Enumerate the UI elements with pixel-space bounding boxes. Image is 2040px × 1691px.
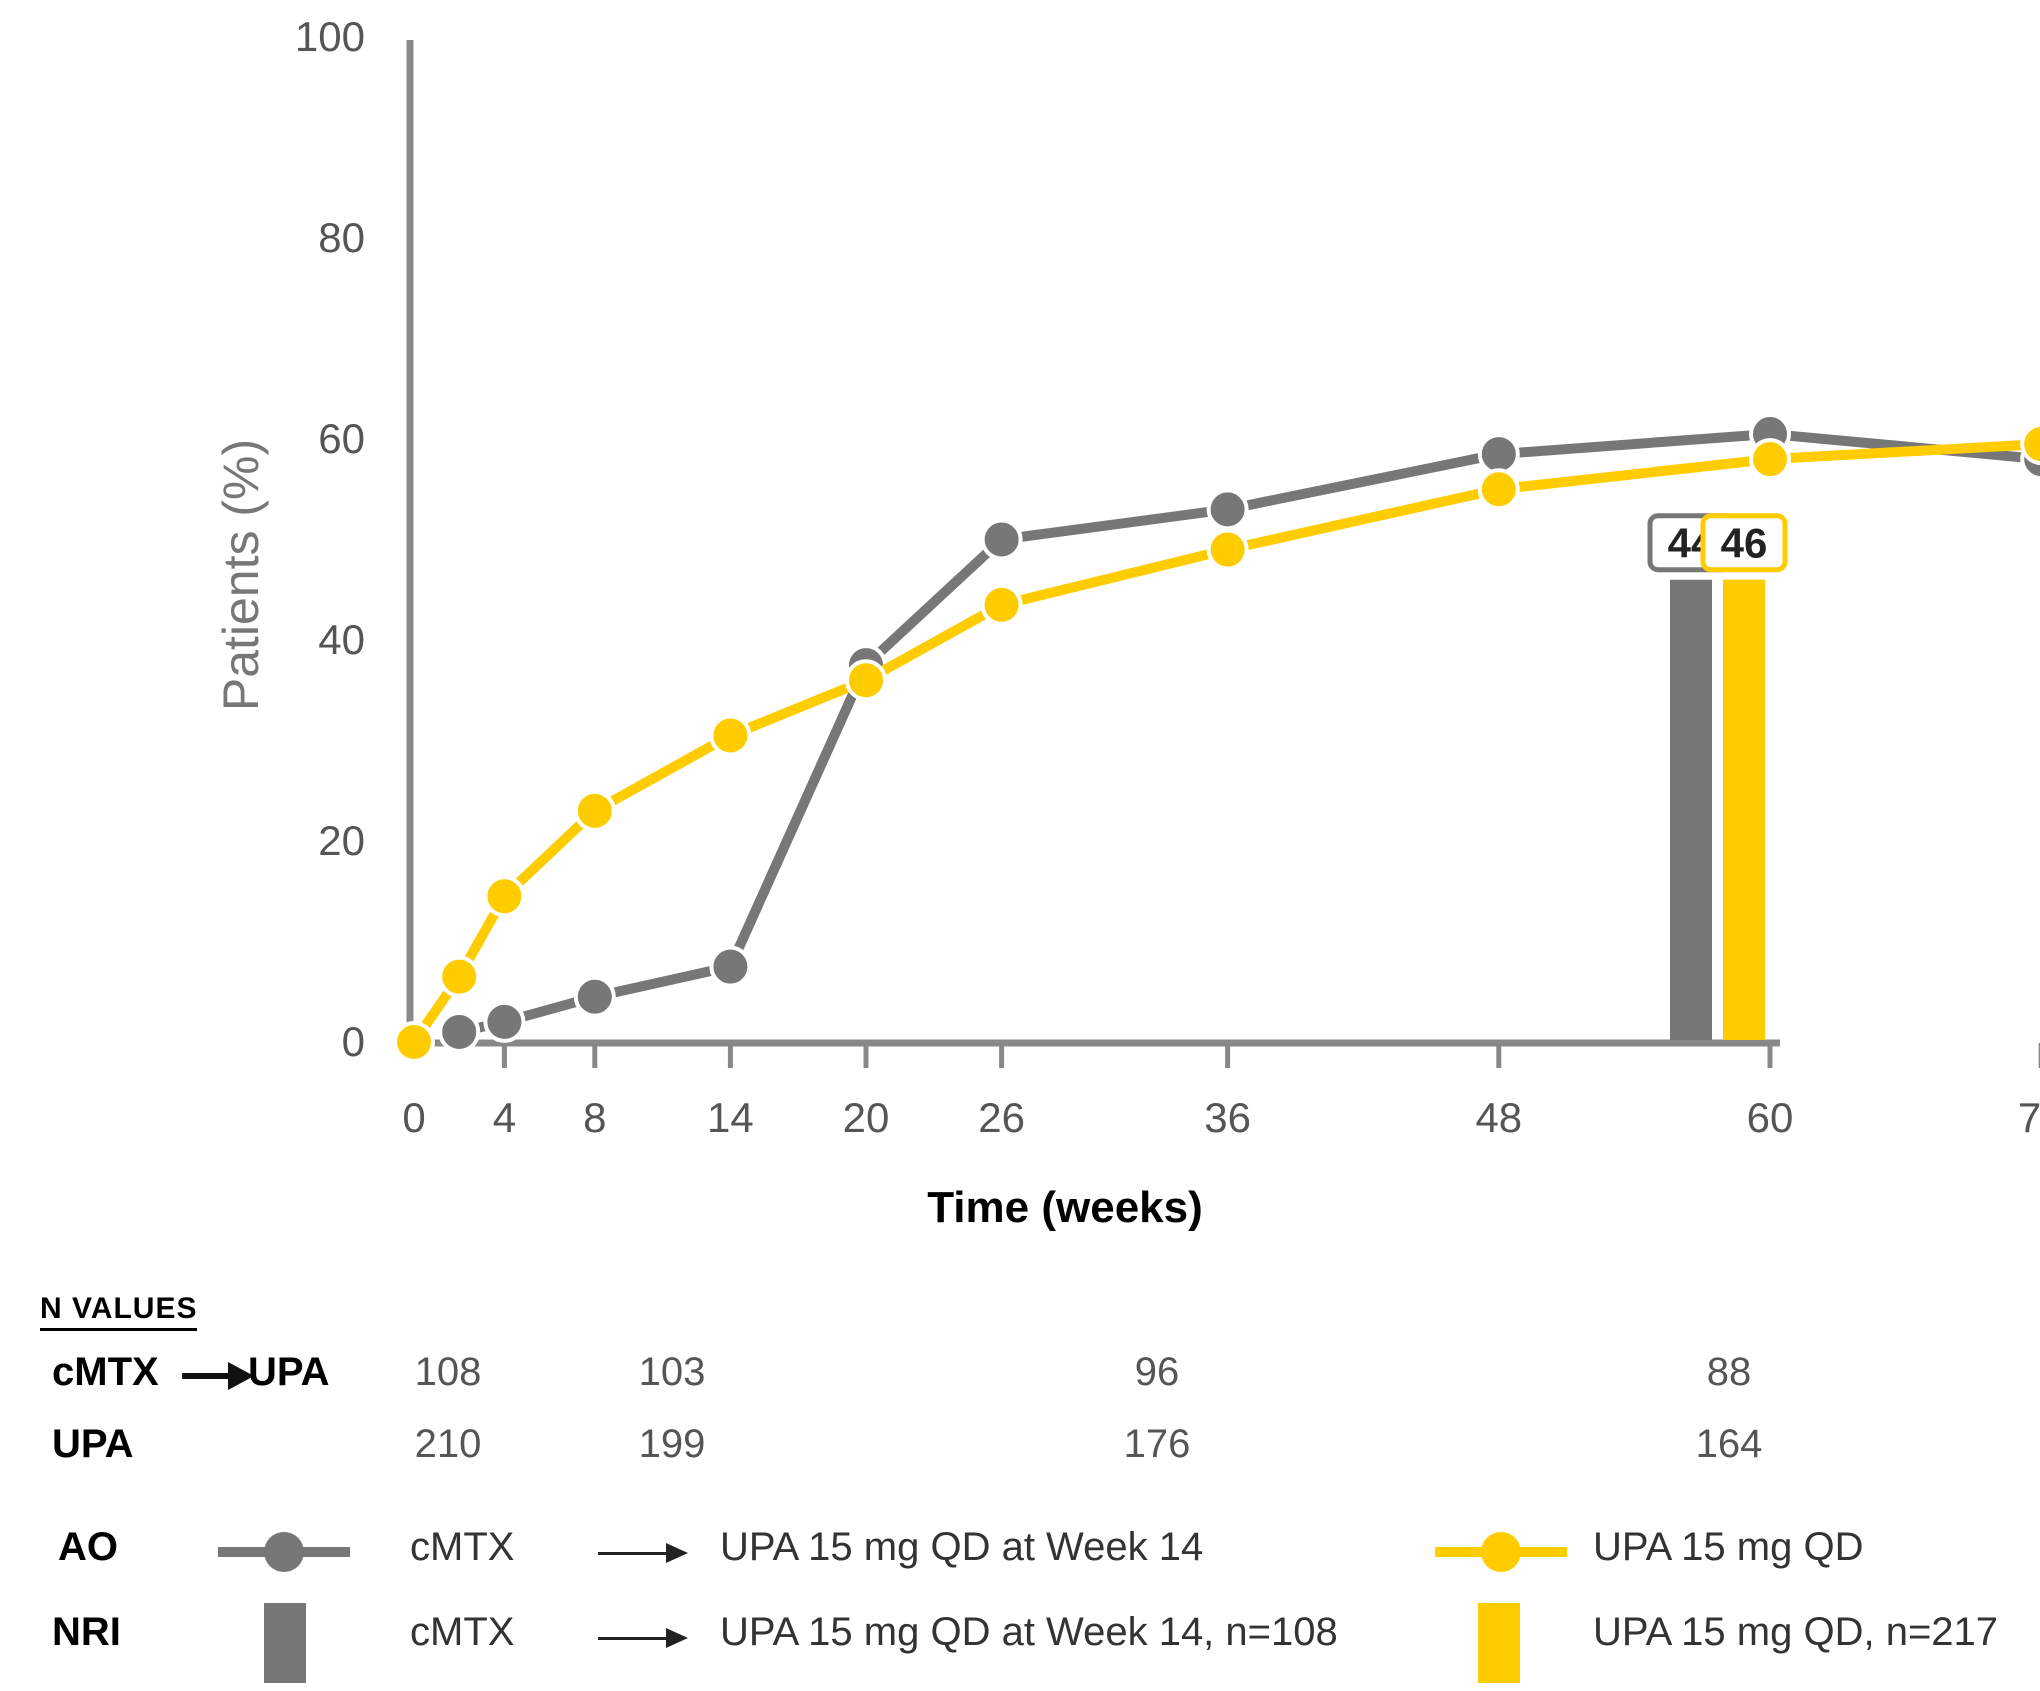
legend-upa-marker-icon — [1481, 1532, 1521, 1572]
n-value: 164 — [1695, 1422, 1763, 1466]
data-point-cmtx — [483, 1000, 526, 1043]
arrow-right-icon — [598, 1541, 688, 1565]
n-value: 88 — [1706, 1350, 1752, 1394]
legend-nri-key: NRI — [52, 1610, 121, 1654]
data-point-upa — [845, 659, 887, 702]
x-tick-label: 26 — [978, 1094, 1025, 1141]
arrow-right-icon — [598, 1626, 688, 1650]
x-tick-label: 14 — [707, 1094, 754, 1141]
legend-ao-key: AO — [58, 1525, 118, 1569]
data-point-upa — [2020, 423, 2040, 465]
n-value: 108 — [414, 1350, 482, 1394]
n-value: 210 — [414, 1422, 482, 1466]
data-point-upa — [573, 789, 616, 832]
nri-bar-upa-label-box — [1700, 513, 1788, 573]
n-values-heading: N VALUES — [40, 1292, 198, 1331]
data-point-upa — [393, 1021, 435, 1063]
y-tick-label: 40 — [318, 616, 365, 663]
data-point-upa — [709, 714, 752, 757]
y-tick-label: 0 — [342, 1018, 365, 1065]
n-row-label-upa-target: UPA — [248, 1350, 330, 1394]
x-tick-label: 60 — [1747, 1094, 1794, 1141]
n-value: 96 — [1134, 1350, 1180, 1394]
nri-bar-cmtx — [1670, 579, 1712, 1040]
data-point-upa — [980, 583, 1023, 626]
y-tick-label: 20 — [318, 817, 365, 864]
legend-cmtx-marker-icon — [264, 1532, 304, 1572]
n-value: 176 — [1123, 1422, 1191, 1466]
data-point-cmtx — [709, 945, 752, 988]
n-value: 199 — [638, 1422, 706, 1466]
data-point-upa — [438, 955, 481, 998]
x-tick-label: 20 — [843, 1094, 890, 1141]
legend-nri-cmtx-label: cMTX — [410, 1610, 515, 1654]
y-tick-label: 100 — [295, 13, 365, 60]
x-tick-label: 72 — [2018, 1094, 2040, 1141]
x-tick-label: 8 — [583, 1094, 606, 1141]
nri-bar-upa-label: 46 — [1721, 520, 1768, 567]
n-row-label-upa: UPA — [52, 1422, 134, 1466]
legend-ao-upa-label: UPA 15 mg QD — [1593, 1525, 1864, 1569]
data-point-cmtx — [573, 975, 616, 1018]
legend-ao-cmtx-to-label: UPA 15 mg QD at Week 14 — [720, 1525, 1204, 1569]
data-point-cmtx — [1206, 488, 1249, 531]
x-tick-label: 36 — [1204, 1094, 1251, 1141]
legend-nri-cmtx-to-label: UPA 15 mg QD at Week 14, n=108 — [720, 1610, 1338, 1654]
x-tick-label: 4 — [493, 1094, 516, 1141]
data-point-cmtx — [438, 1010, 481, 1053]
y-tick-label: 80 — [318, 214, 365, 261]
y-tick-label: 60 — [318, 415, 365, 462]
n-value: 103 — [638, 1350, 706, 1394]
y-axis-label: Patients (%) — [213, 439, 269, 711]
n-row-label-cmtx: cMTX — [52, 1350, 159, 1394]
arrow-right-icon — [182, 1362, 254, 1390]
legend-upa-bar-icon — [1478, 1603, 1520, 1683]
data-point-cmtx — [1477, 433, 1520, 476]
x-tick-label: 0 — [402, 1094, 425, 1141]
legend-ao-cmtx-label: cMTX — [410, 1525, 515, 1569]
nri-bar-upa — [1723, 579, 1765, 1040]
data-point-upa — [483, 875, 526, 918]
data-point-upa — [1206, 528, 1249, 571]
legend-cmtx-bar-icon — [264, 1603, 306, 1683]
chart: 0204060801000481420263648607284Patients … — [213, 13, 2040, 1232]
data-point-upa — [1477, 468, 1520, 511]
data-point-cmtx — [980, 518, 1023, 561]
x-tick-label: 48 — [1475, 1094, 1522, 1141]
legend-nri-upa-label: UPA 15 mg QD, n=217 — [1593, 1610, 1999, 1654]
x-axis-label: Time (weeks) — [927, 1183, 1203, 1232]
data-point-upa — [1749, 438, 1791, 481]
series-line-cmtx — [454, 428, 2040, 1037]
